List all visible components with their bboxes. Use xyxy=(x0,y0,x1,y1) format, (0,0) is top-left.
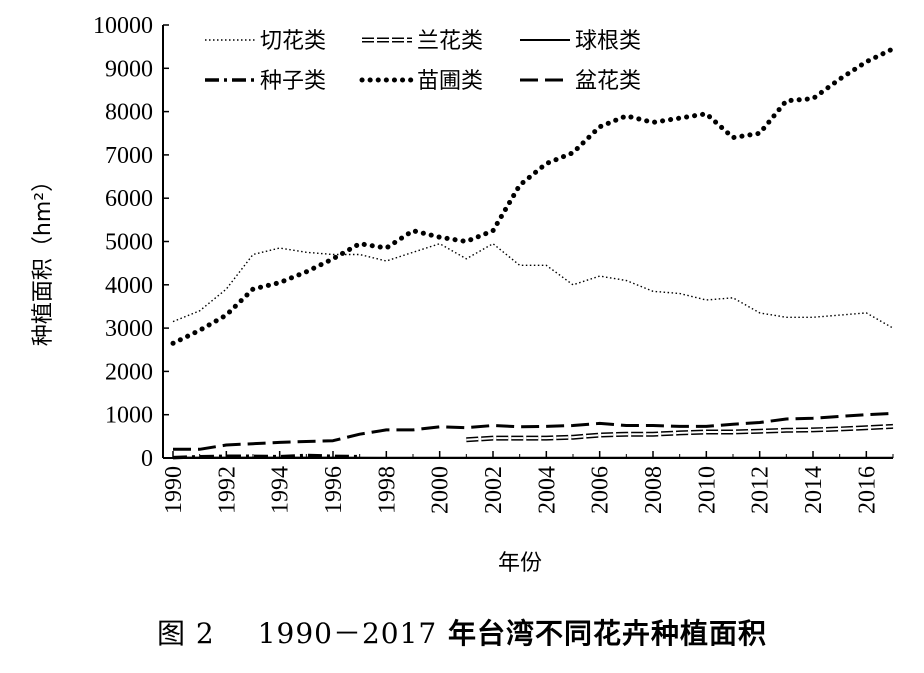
x-tick-label: 1998 xyxy=(374,466,400,514)
x-tick-label: 1994 xyxy=(268,466,294,514)
series-line-5 xyxy=(170,46,896,346)
x-axis-title: 年份 xyxy=(498,551,542,576)
y-tick-label: 3000 xyxy=(105,316,153,342)
legend-label-5: 苗圃类 xyxy=(417,69,483,94)
series-line-4 xyxy=(172,453,360,460)
x-tick-label: 2006 xyxy=(588,466,614,514)
y-tick-label: 0 xyxy=(141,446,153,472)
y-tick-label: 9000 xyxy=(105,56,153,82)
series-line-2-inner xyxy=(466,425,894,441)
x-tick-label: 1992 xyxy=(214,466,240,514)
y-tick-label: 8000 xyxy=(105,100,153,126)
x-tick-label: 2014 xyxy=(801,466,827,514)
legend-label-4: 种子类 xyxy=(260,69,326,94)
y-tick-label: 5000 xyxy=(105,230,153,256)
y-tick-label: 4000 xyxy=(105,273,153,299)
y-tick-label: 1000 xyxy=(105,403,153,429)
figure-year-range: 1990－2017 xyxy=(257,617,438,650)
x-tick-label: 2000 xyxy=(428,466,454,514)
legend-label-2: 兰花类 xyxy=(417,29,483,54)
y-tick-label: 7000 xyxy=(105,143,153,169)
x-tick-label: 2016 xyxy=(854,466,880,514)
y-axis-title: 种植面积（hm²） xyxy=(31,170,56,346)
figure-number: 图 2 xyxy=(156,617,215,650)
x-tick-label: 2010 xyxy=(694,466,720,514)
line-chart: 0 1000 2000 3000 4000 5000 6000 7000 8000 9000 100… xyxy=(31,13,896,576)
legend-label-6: 盆花类 xyxy=(575,69,641,94)
figure-title: 年台湾不同花卉种植面积 xyxy=(447,617,767,650)
x-tick-label: 1996 xyxy=(321,466,347,514)
x-tick-label: 2004 xyxy=(534,466,560,514)
x-tick-label: 2002 xyxy=(481,466,507,514)
y-tick-label: 6000 xyxy=(105,186,153,212)
chart-series xyxy=(170,46,896,460)
legend-label-1: 切花类 xyxy=(260,29,326,54)
chart-axes: 0 1000 2000 3000 4000 5000 6000 7000 8000 9000 100… xyxy=(93,13,894,514)
figure-caption: 图 2 1990－2017 年台湾不同花卉种植面积 xyxy=(0,612,924,652)
y-tick-label: 10000 xyxy=(93,13,153,39)
x-tick-label: 1990 xyxy=(161,466,187,514)
legend-label-3: 球根类 xyxy=(575,29,641,54)
y-tick-label: 2000 xyxy=(105,359,153,385)
series-line-1 xyxy=(172,242,894,329)
series-line-6 xyxy=(173,411,894,451)
x-tick-label: 2012 xyxy=(748,466,774,514)
x-tick-label: 2008 xyxy=(641,466,667,514)
